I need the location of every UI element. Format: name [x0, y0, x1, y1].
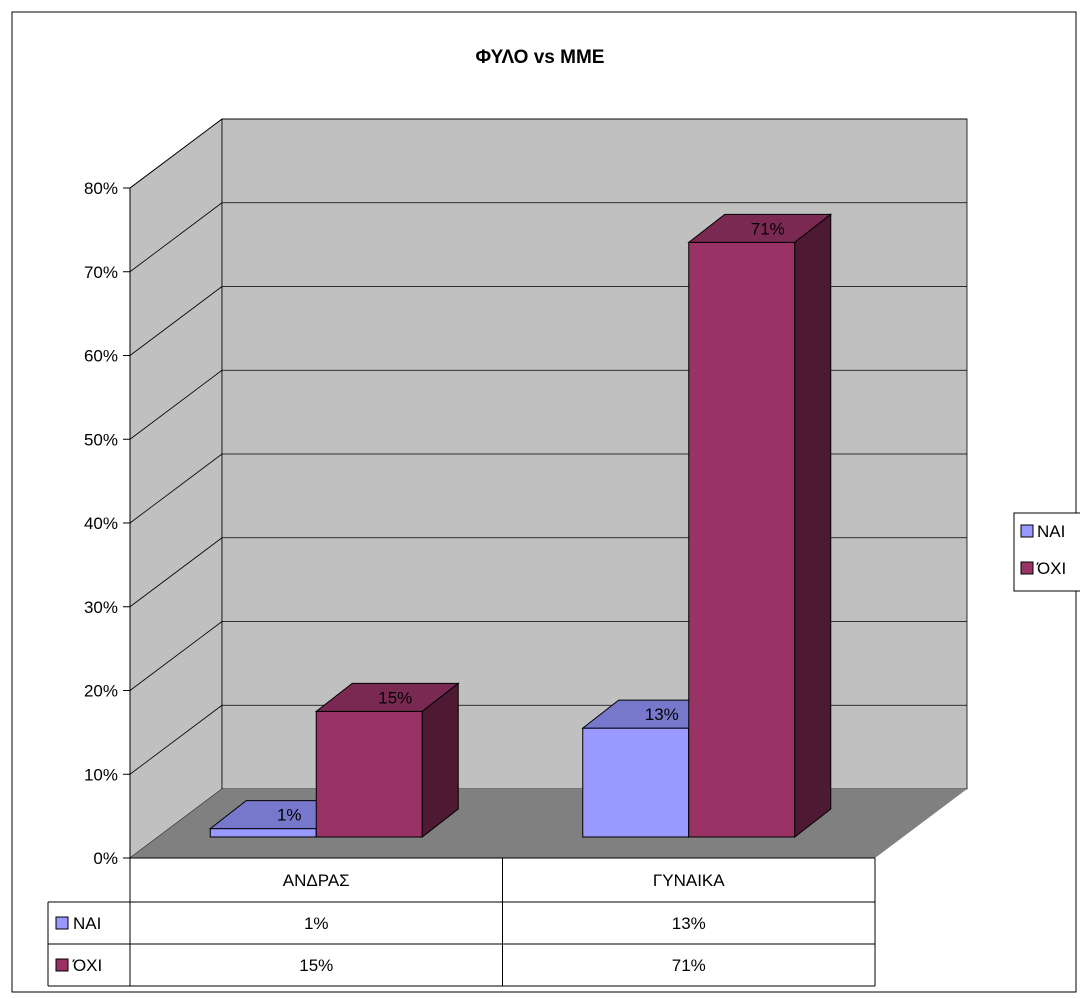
bar-ΌΧΙ-ΓΥΝΑΙΚΑ [687, 213, 833, 839]
data-table: ΑΝΔΡΑΣ ΓΥΝΑΙΚΑ ΝΑΙ 1% 13% ΌΧΙ 15% 71% [47, 857, 876, 987]
bar-front [688, 241, 796, 838]
gridline-side [129, 621, 223, 691]
gridline-side [129, 453, 223, 524]
data-label: 15% [378, 688, 412, 707]
bar-front [315, 710, 423, 838]
gridline-side [129, 118, 223, 189]
y-tick-label: 60% [84, 347, 118, 366]
bar-ΌΧΙ-ΑΝΔΡΑΣ [314, 682, 460, 839]
bar-front [582, 727, 690, 838]
legend-label: ΝΑΙ [1037, 522, 1065, 541]
table-swatch [55, 916, 69, 930]
gridline-side [129, 537, 223, 608]
table-cell: 15% [299, 956, 333, 975]
y-tick-label: 30% [84, 598, 118, 617]
gridline-side [129, 704, 223, 775]
y-tick-label: 50% [84, 430, 118, 449]
bar-front [209, 828, 317, 838]
legend-swatch [1020, 524, 1034, 538]
data-label: 1% [277, 806, 302, 825]
gridline-side [129, 286, 223, 356]
chart-title: ΦΥΛΟ vs MME [476, 47, 605, 68]
table-header-1: ΓΥΝΑΙΚΑ [653, 871, 725, 890]
y-tick-label: 10% [84, 765, 118, 784]
y-tick-label: 0% [93, 849, 118, 868]
legend-swatch [1020, 561, 1034, 575]
table-swatch [55, 958, 69, 972]
gridlines [129, 118, 967, 775]
y-axis: 0% 10% 20% 30% 40% 50% 60% 70% 80% [84, 179, 131, 868]
bar-side [421, 682, 459, 839]
table-cell: 1% [304, 914, 329, 933]
table-header-0: ΑΝΔΡΑΣ [283, 871, 350, 890]
legend: ΝΑΙ ΌΧΙ [1013, 512, 1080, 592]
y-tick-label: 80% [84, 179, 118, 198]
legend-label: ΌΧΙ [1036, 559, 1066, 578]
y-tick-label: 40% [84, 514, 118, 533]
table-row-label: ΝΑΙ [73, 914, 101, 933]
table-row-label: ΌΧΙ [72, 956, 102, 975]
gridline-side [129, 202, 223, 273]
gridline-side [129, 369, 223, 440]
data-labels: 1% 15% 13% 71% [277, 219, 785, 824]
data-label: 71% [751, 219, 785, 238]
bar-side [794, 213, 832, 839]
y-tick-label: 70% [84, 263, 118, 282]
data-label: 13% [645, 705, 679, 724]
bars [208, 213, 833, 839]
table-cell: 71% [672, 956, 706, 975]
y-tick-label: 20% [84, 682, 118, 701]
chart-walls [129, 118, 968, 859]
table-cell: 13% [672, 914, 706, 933]
